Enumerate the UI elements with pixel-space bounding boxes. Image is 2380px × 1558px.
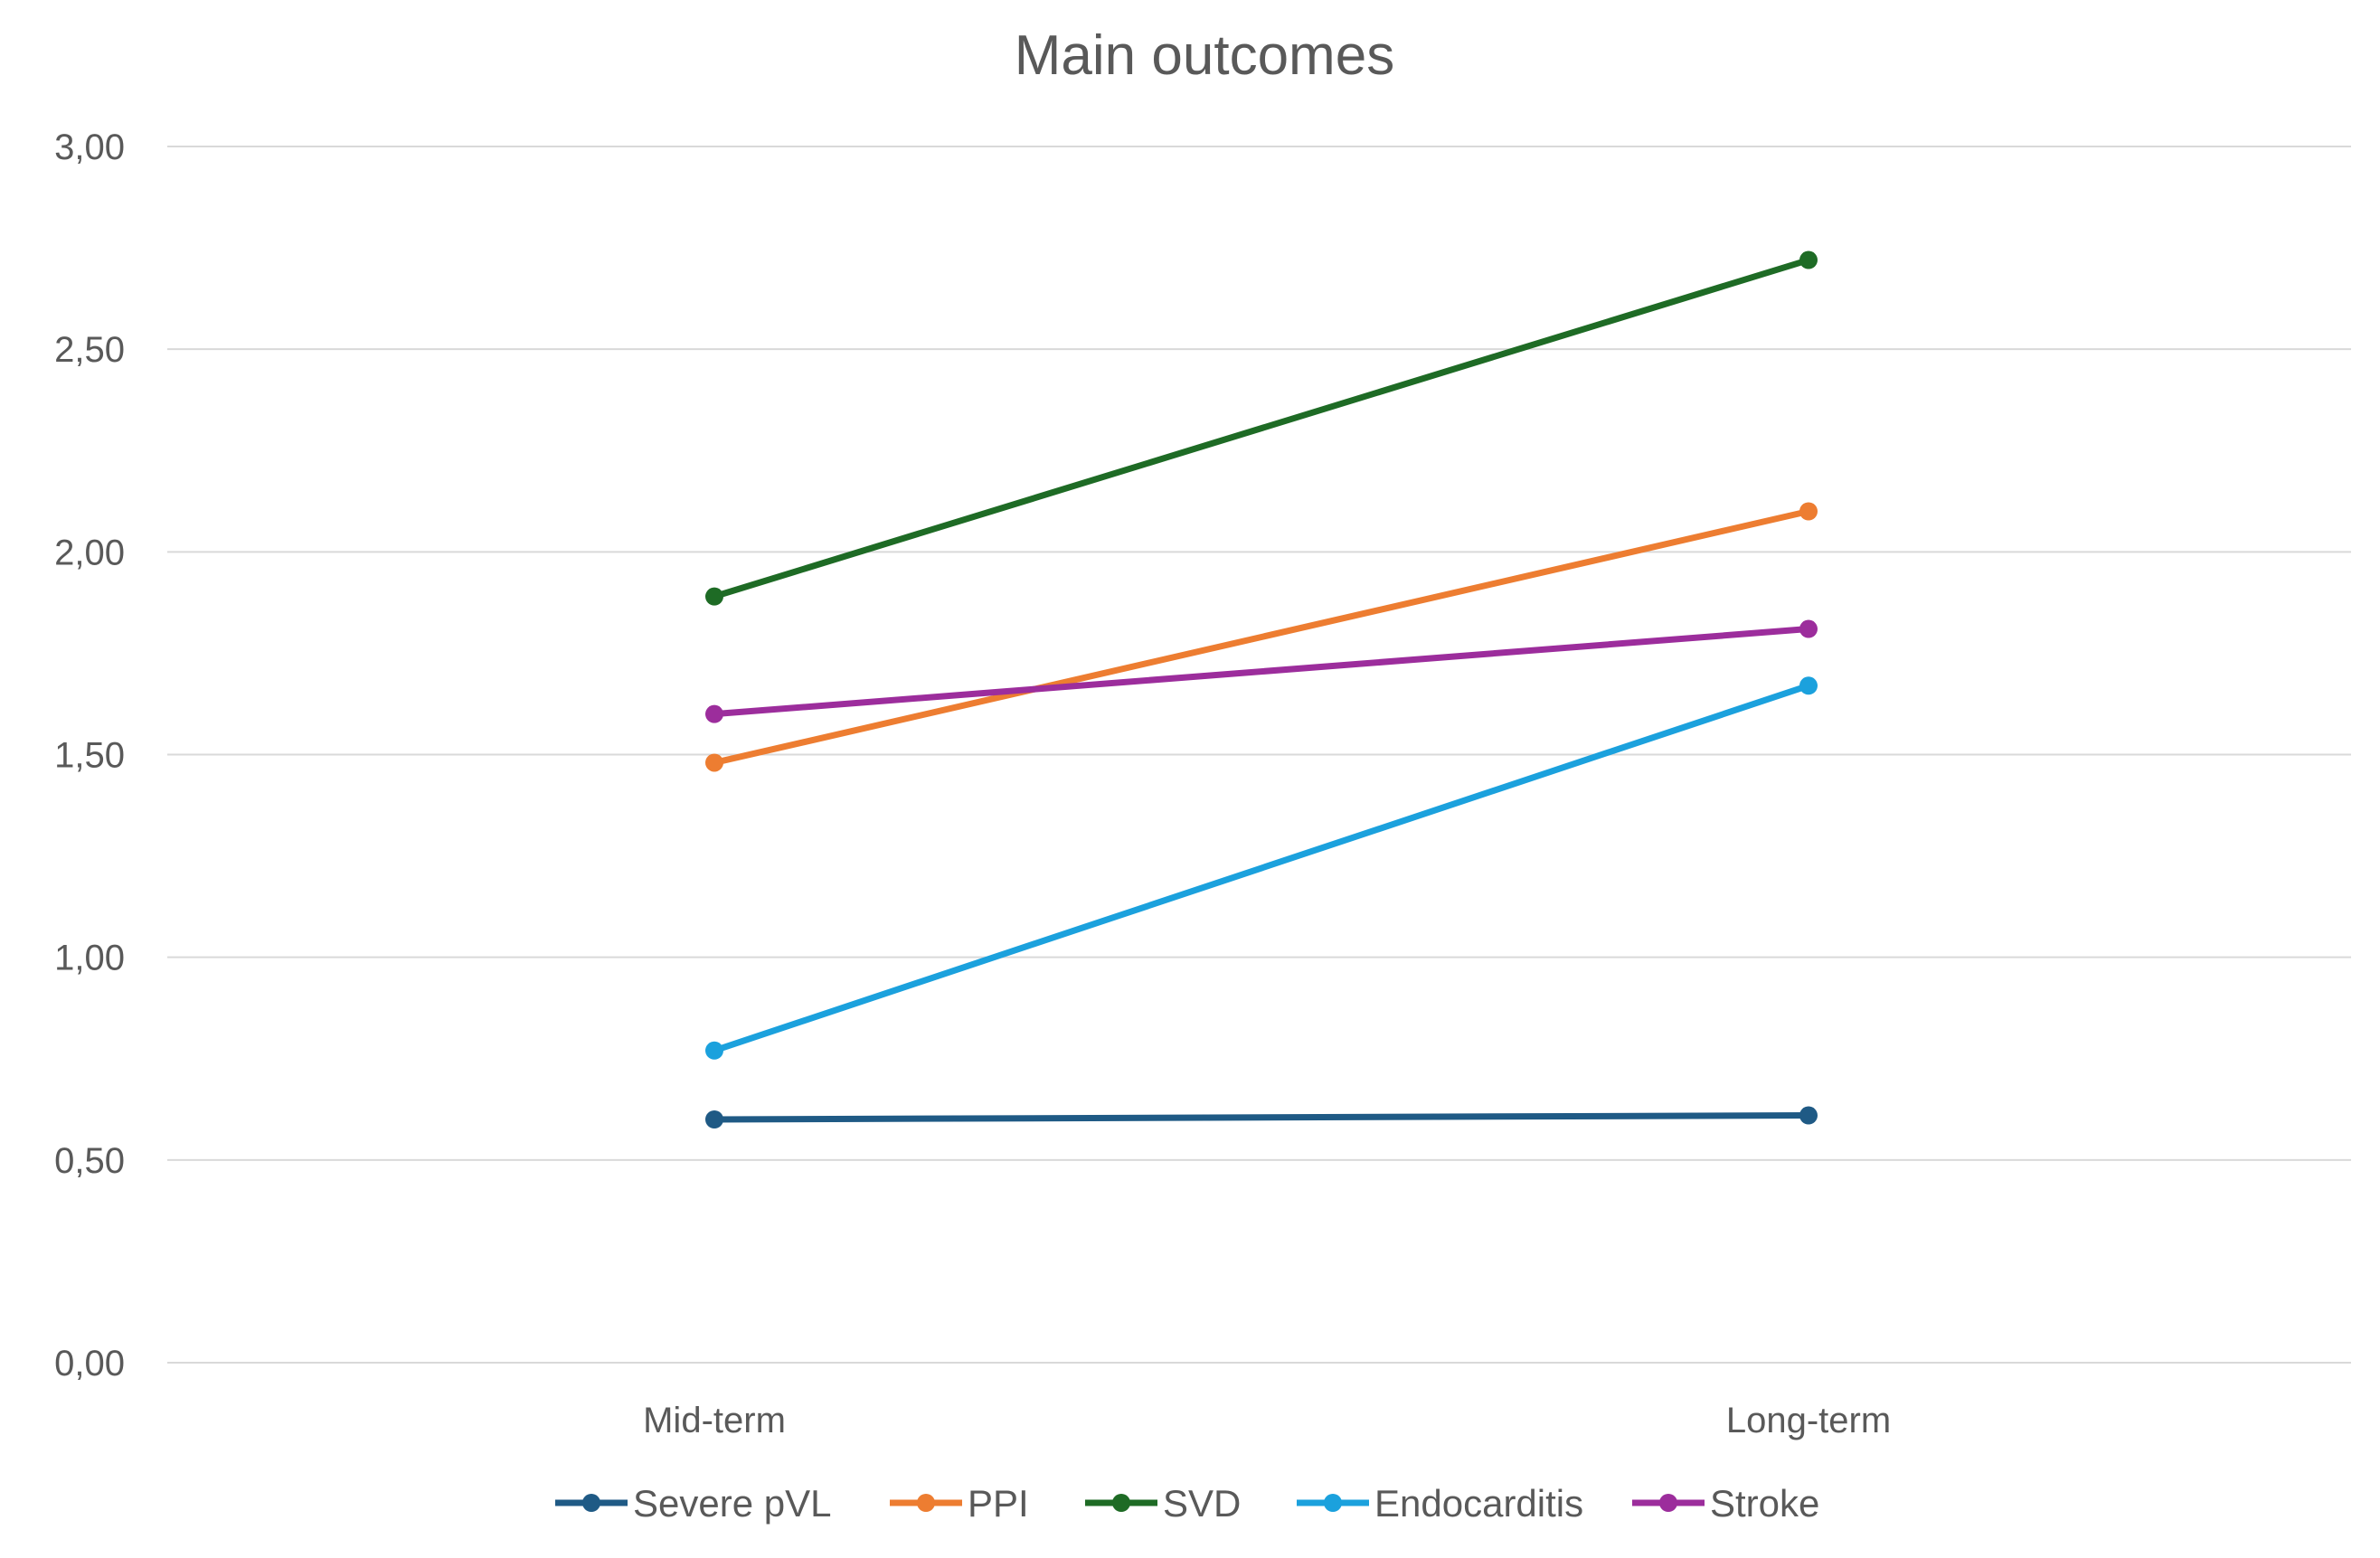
y-tick-label: 1,00: [54, 939, 125, 978]
data-point: [1799, 250, 1818, 269]
legend-label: SVD: [1163, 1482, 1241, 1525]
series-line: [711, 626, 1812, 718]
data-point: [705, 753, 723, 772]
x-axis-tick-labels: Mid-term Long-term: [643, 1401, 1891, 1440]
legend-item: Endocarditis: [1297, 1482, 1583, 1525]
data-point: [1799, 1106, 1818, 1125]
y-tick-label: 0,00: [54, 1344, 125, 1383]
series-stroke: [705, 619, 1818, 723]
legend-label: PPI: [968, 1482, 1029, 1525]
legend-label: Stroke: [1710, 1482, 1819, 1525]
chart-title: Main outcomes: [1015, 24, 1394, 87]
legend: Severe pVL PPI SVD Endocarditis Stroke: [555, 1482, 1819, 1525]
series-line: [711, 257, 1812, 600]
y-tick-label: 2,00: [54, 533, 125, 572]
series-svd: [705, 250, 1818, 606]
y-tick-label: 2,50: [54, 330, 125, 370]
legend-swatch-marker: [1324, 1494, 1342, 1512]
y-tick-label: 3,00: [54, 127, 125, 167]
x-tick-label: Long-term: [1726, 1401, 1891, 1440]
legend-item: PPI: [890, 1482, 1029, 1525]
y-axis-tick-labels: 0,00 0,50 1,00 1,50 2,00 2,50 3,00: [54, 127, 125, 1383]
data-point: [1799, 619, 1818, 638]
legend-label: Endocarditis: [1374, 1482, 1583, 1525]
legend-item: Stroke: [1632, 1482, 1819, 1525]
y-tick-label: 0,50: [54, 1141, 125, 1181]
data-point: [1799, 502, 1818, 521]
series-lines: [705, 250, 1818, 1128]
series-endocarditis: [705, 676, 1818, 1060]
series-severe-pvl: [705, 1106, 1818, 1128]
data-point: [705, 1041, 723, 1060]
data-point: [1799, 676, 1818, 695]
gridlines: [167, 146, 2351, 1364]
series-line: [711, 1112, 1812, 1123]
data-point: [705, 1110, 723, 1128]
legend-swatch-marker: [1659, 1494, 1677, 1512]
legend-swatch-marker: [582, 1494, 600, 1512]
series-line: [711, 682, 1812, 1054]
legend-label: Severe pVL: [633, 1482, 831, 1525]
data-point: [705, 587, 723, 606]
x-tick-label: Mid-term: [643, 1401, 786, 1440]
data-point: [705, 704, 723, 723]
legend-item: Severe pVL: [555, 1482, 831, 1525]
y-tick-label: 1,50: [54, 736, 125, 776]
legend-swatch-marker: [917, 1494, 935, 1512]
series-line: [711, 508, 1812, 766]
legend-item: SVD: [1085, 1482, 1241, 1525]
legend-swatch-marker: [1112, 1494, 1130, 1512]
series-ppi: [705, 502, 1818, 772]
